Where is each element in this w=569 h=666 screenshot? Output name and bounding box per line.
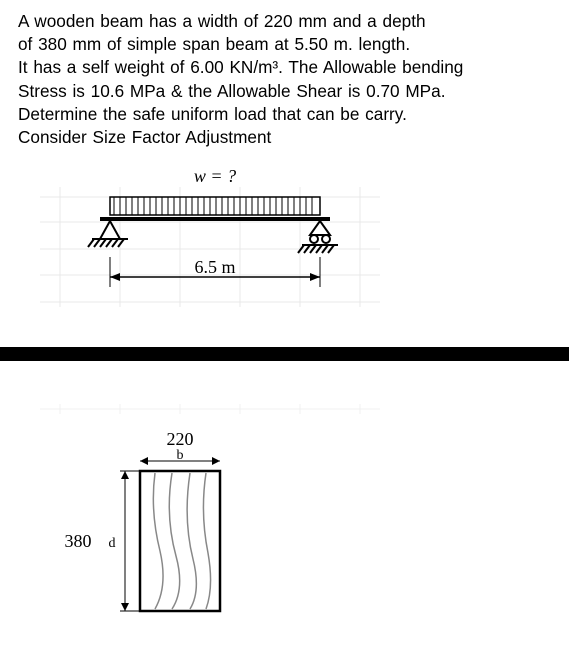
load-label: w = ? bbox=[194, 166, 236, 186]
beam-diagram: w = ? 6.5 m bbox=[0, 157, 569, 337]
d-label: d bbox=[109, 536, 116, 551]
beam-svg: w = ? 6.5 m bbox=[0, 157, 569, 337]
section-svg: 220 b 380 d bbox=[0, 401, 569, 661]
cross-section-diagram: 220 b 380 d bbox=[0, 401, 569, 661]
divider-bar bbox=[0, 347, 569, 361]
depth-label: 380 bbox=[65, 531, 92, 551]
problem-line-2: It has a self weight of 6.00 KN/m³. The … bbox=[18, 57, 463, 77]
span-label: 6.5 m bbox=[194, 257, 235, 277]
problem-line-3: Stress is 10.6 MPa & the Allowable Shear… bbox=[18, 81, 445, 101]
problem-line-1a: A wooden beam has a width of 220 mm and … bbox=[18, 11, 426, 31]
b-label: b bbox=[177, 448, 184, 463]
problem-line-1b: of 380 mm of simple span beam at 5.50 m.… bbox=[18, 34, 410, 54]
problem-line-4: Determine the safe uniform load that can… bbox=[18, 104, 407, 124]
width-label: 220 bbox=[167, 429, 194, 449]
problem-statement: A wooden beam has a width of 220 mm and … bbox=[0, 0, 569, 157]
problem-line-5: Consider Size Factor Adjustment bbox=[18, 127, 271, 147]
